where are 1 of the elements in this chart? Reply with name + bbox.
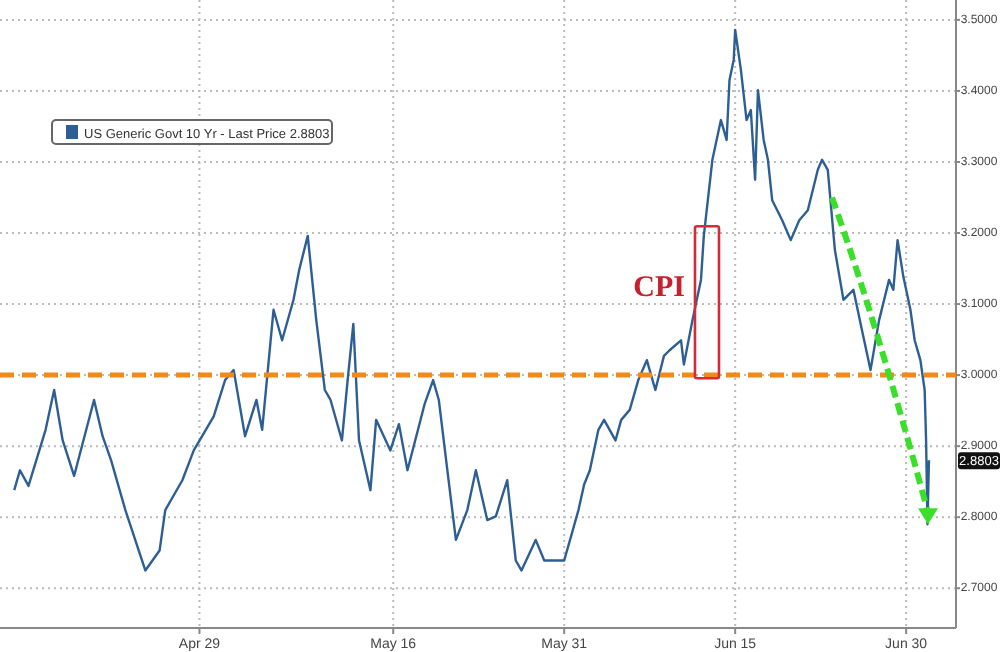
annotation: CPI — [633, 272, 686, 305]
